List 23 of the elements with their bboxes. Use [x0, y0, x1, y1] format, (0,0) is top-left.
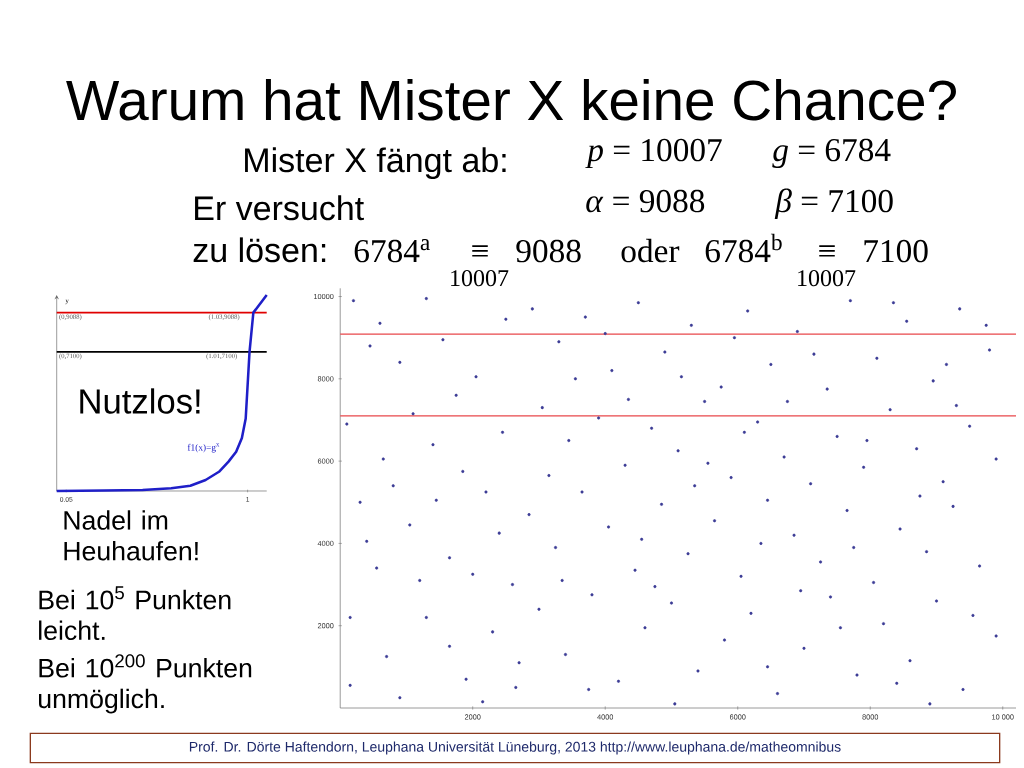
text: 6784$^{a}$ — [354, 239, 430, 263]
text: Er versucht — [195, 195, 364, 221]
text: p = 10007 — [585, 138, 722, 169]
text: ≡ — [819, 245, 835, 257]
text: Bei 10$^{5}$ Punkten leicht. — [39, 586, 231, 641]
text: Bei 10$^{200}$ Punkten unmöglich. — [39, 654, 252, 714]
text: ≡ — [472, 245, 488, 257]
text: α = 9088 — [586, 189, 705, 213]
text: Prof. Dr. Dörte Haftendorn, Leuphana Universität Lüneburg, 2013 http://www.leuphana.de/matheomnibus — [189, 741, 841, 755]
text: Mister X fängt ab: — [245, 147, 506, 180]
text: 10007 — [451, 270, 509, 287]
text: zu lösen: — [193, 237, 326, 263]
text: Warum hat Mister X keine Chance? — [66, 78, 956, 121]
text: β = 7100 — [774, 188, 893, 220]
annotation: Nutzlos! — [80, 388, 200, 414]
text: 6784$^{b}$ — [705, 233, 782, 263]
text: Nadel im Heuhaufen! — [64, 510, 198, 561]
text: 10007 — [798, 270, 856, 287]
text: 9088 — [516, 239, 581, 263]
series-label: f1(x)=g$^{x}$ — [187, 443, 220, 453]
text: g = 6784 — [772, 138, 891, 169]
text: oder — [621, 238, 680, 263]
text: 7100 — [864, 239, 928, 263]
